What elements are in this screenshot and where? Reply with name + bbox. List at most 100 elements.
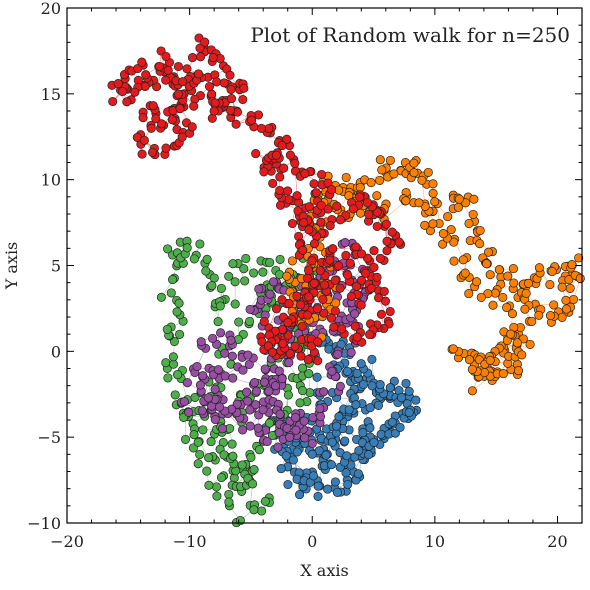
data-point [513,366,524,376]
data-point [377,165,387,175]
data-point [337,324,347,334]
data-point [224,489,234,499]
data-point [219,78,229,88]
data-point [318,294,328,304]
data-point [387,227,397,237]
data-point [268,178,278,188]
data-point [201,266,211,276]
data-point [330,275,340,285]
data-point [251,149,261,159]
data-point [464,289,474,299]
data-point [274,428,284,438]
data-point [208,333,218,343]
data-point [138,113,148,123]
data-point [534,310,544,320]
data-point [343,479,353,490]
data-point [319,387,329,397]
data-point [151,114,161,124]
data-point [210,384,220,394]
data-point [409,168,419,178]
data-point [264,123,274,134]
data-point [376,309,386,319]
data-point [472,277,482,287]
data-point [557,282,567,292]
data-point [321,450,331,460]
data-point [382,246,392,256]
data-point [315,266,325,276]
data-point [227,351,237,361]
data-point [166,288,176,298]
data-point [170,390,180,400]
data-point [331,298,341,308]
y-tick-label: 0 [51,342,61,361]
data-point [502,302,512,313]
data-point [246,452,256,462]
data-point [278,339,288,349]
data-point [358,428,368,438]
data-point [253,423,263,433]
data-point [238,94,248,105]
data-point [277,374,287,384]
data-point [196,337,206,347]
data-point [290,413,301,423]
data-point [245,421,255,431]
data-point [284,358,294,368]
data-point [350,321,360,331]
x-tick-label: −10 [173,532,207,551]
data-point [203,393,213,403]
data-point [355,192,365,202]
data-point [334,412,344,422]
data-point [283,318,293,328]
data-point [283,186,293,196]
data-point [300,433,310,443]
data-point [212,77,222,87]
data-point [464,218,474,229]
data-point [364,209,374,219]
data-point [133,63,143,74]
data-point [213,365,223,375]
data-point [369,246,379,256]
data-point [243,350,253,360]
data-point [341,250,351,260]
data-point [265,257,275,268]
data-point [234,317,244,327]
data-point [189,430,199,440]
data-point [312,372,322,382]
data-point [300,169,310,179]
data-point [238,365,248,375]
data-point [315,403,325,414]
data-point [315,411,326,422]
data-point [248,479,258,489]
x-tick-label: 10 [425,532,445,551]
data-point [354,446,364,456]
data-point [275,409,285,419]
data-point [179,397,189,407]
data-point [296,300,306,310]
data-point [292,191,302,201]
data-point [260,364,270,374]
data-point [202,254,212,264]
x-tick-label: 20 [547,532,567,551]
data-point [352,368,362,378]
data-point [328,244,338,254]
data-point [262,436,272,447]
data-point [161,143,171,153]
data-point [574,253,584,263]
data-point [498,369,508,379]
data-point [521,288,531,298]
data-point [277,295,287,305]
data-point [130,87,140,97]
data-point [340,436,350,446]
data-point [503,271,513,281]
data-point [208,53,218,63]
data-point [353,469,363,479]
data-point [343,270,353,280]
data-point [245,405,255,415]
data-point [279,163,289,173]
data-point [335,283,345,293]
data-point [242,387,252,397]
data-point [304,369,314,379]
data-point [249,268,259,278]
data-point [385,155,395,165]
data-point [508,264,518,274]
